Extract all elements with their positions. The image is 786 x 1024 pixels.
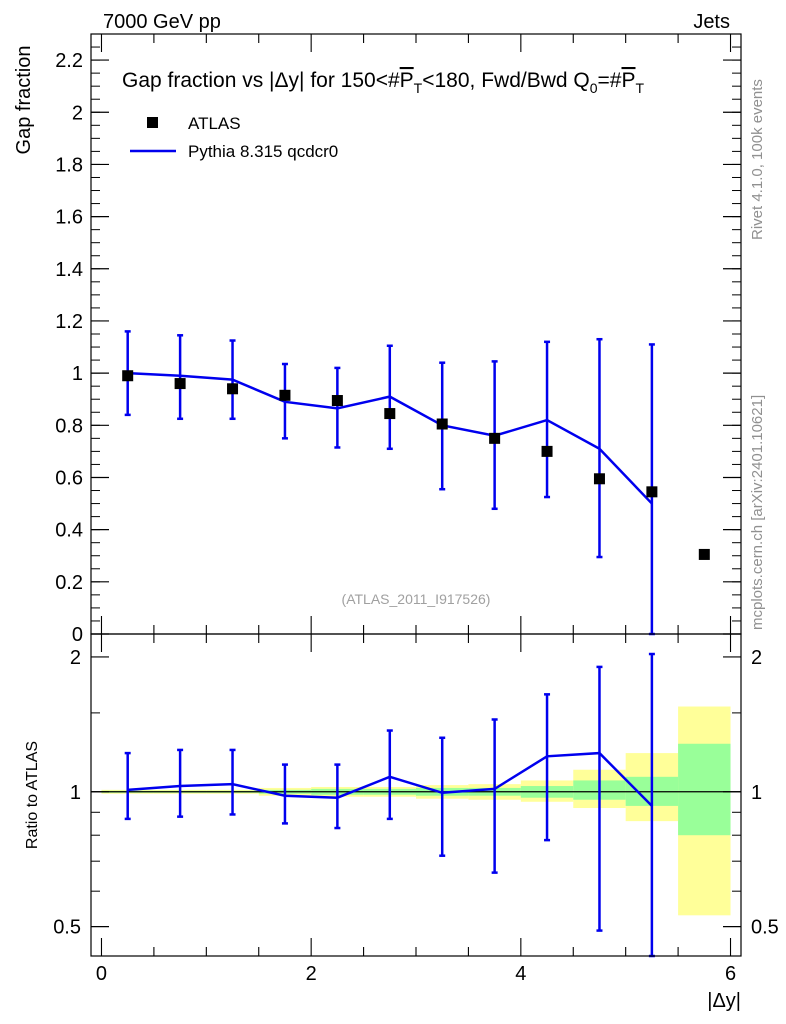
ratio-bands	[101, 706, 731, 916]
x-tick-label: 4	[515, 963, 526, 985]
data-point	[122, 370, 134, 382]
data-point	[489, 432, 501, 444]
legend-data-label: ATLAS	[188, 114, 241, 133]
y-tick-label: 2.2	[55, 50, 83, 72]
y-tick-label: 1.6	[55, 207, 83, 229]
x-tick-label: 0	[96, 963, 107, 985]
y-tick-label: 0.6	[55, 467, 83, 489]
ratio-y-tick-label: 0.5	[53, 917, 81, 939]
ratio-series	[124, 652, 655, 958]
y-tick-label: 0.4	[55, 520, 83, 542]
data-point	[227, 383, 239, 395]
data-point	[279, 389, 291, 401]
y-tick-label: 0.8	[55, 415, 83, 437]
ratio-x-axis: 0 2 4 6	[96, 634, 736, 985]
ratio-y-label: Ratio to ATLAS	[24, 741, 41, 849]
legend-data-marker	[147, 117, 158, 128]
mc-line	[127, 371, 653, 505]
y-tick-label: 1.4	[55, 259, 83, 281]
chart-title: Gap fraction vs |Δy| for 150<#PT<180, Fw…	[122, 69, 645, 96]
y-tick-label: 2	[72, 102, 83, 124]
ratio-band-inner	[678, 743, 731, 836]
main-y-label: Gap fraction	[13, 46, 35, 155]
legend: ATLAS Pythia 8.315 qcdcr0	[130, 114, 338, 161]
data-point	[174, 378, 186, 390]
data-point	[331, 395, 343, 407]
data-point	[541, 445, 553, 457]
svg-text:Gap fraction vs |Δy| for 150<#: Gap fraction vs |Δy| for 150<#PT<180, Fw…	[122, 69, 645, 96]
ratio-y-tick-label-right: 1	[751, 782, 762, 804]
y-tick-label: 1.2	[55, 311, 83, 333]
ratio-mc-line	[127, 751, 653, 807]
rivet-label: Rivet 4.1.0, 100k events	[749, 79, 766, 240]
data-point	[646, 486, 658, 498]
ratio-y-tick-label-right: 2	[751, 647, 762, 669]
header-left: 7000 GeV pp	[103, 11, 221, 33]
main-series	[122, 330, 710, 636]
ratio-panel: 0.5 0.5 1 1 2 2 0 2 4 6 Ratio to ATLAS |Δy|	[24, 633, 779, 1012]
ratio-y-tick-label: 2	[70, 647, 81, 669]
y-tick-label: 0	[72, 624, 83, 646]
header-right: Jets	[693, 11, 730, 33]
ratio-y-tick-label-right: 0.5	[751, 917, 779, 939]
x-axis-label: |Δy|	[707, 990, 741, 1012]
data-point	[384, 408, 396, 420]
data-point	[436, 418, 448, 430]
x-tick-label: 2	[306, 963, 317, 985]
data-point	[698, 548, 710, 560]
y-tick-label: 0.2	[55, 572, 83, 594]
y-tick-label: 1.8	[55, 154, 83, 176]
main-panel: 0 0.2 0.4 0.6 0.8 1 1.2 1.4 1.6 1.8 2 2.2 Gap fract…	[13, 33, 742, 646]
ratio-y-tick-label: 1	[70, 782, 81, 804]
analysis-id: (ATLAS_2011_I917526)	[342, 591, 491, 607]
legend-mc-label: Pythia 8.315 qcdcr0	[188, 142, 338, 161]
data-point	[593, 473, 605, 485]
mcplots-label: mcplots.cern.ch [arXiv:2401.10621]	[749, 395, 766, 630]
main-x-axis	[100, 34, 732, 634]
x-tick-label: 6	[725, 963, 736, 985]
y-tick-label: 1	[72, 363, 83, 385]
ratio-y-axis: 0.5 0.5 1 1 2 2	[53, 647, 779, 939]
main-y-axis: 0 0.2 0.4 0.6 0.8 1 1.2 1.4 1.6 1.8 2 2.2	[55, 33, 741, 646]
